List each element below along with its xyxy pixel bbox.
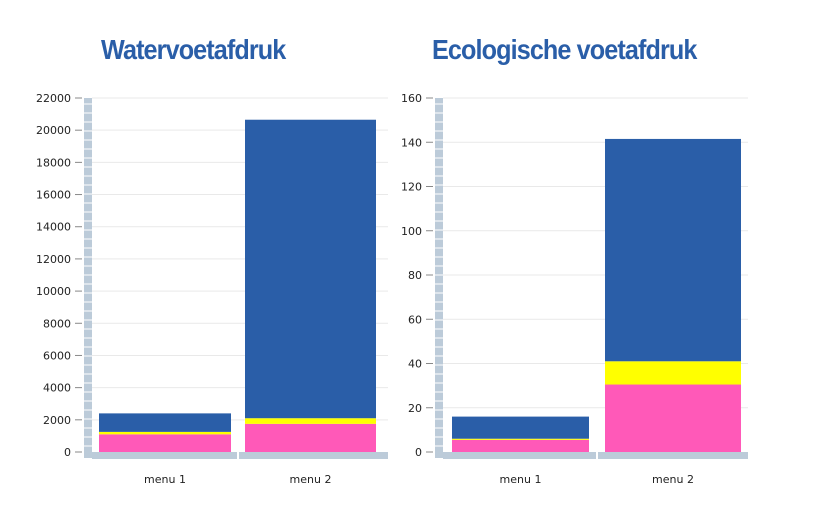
chart-water-y-tick-label: 0 <box>64 446 71 459</box>
chart-water-bar-yellow-2 <box>245 418 376 424</box>
chart-eco-y-tick-label: 60 <box>408 313 422 326</box>
chart-water-bar-blue-2 <box>245 119 376 419</box>
chart-eco-y-axis <box>435 98 443 458</box>
chart-water-bar-pink-2 <box>245 423 376 452</box>
chart-water-x-category-label: menu 1 <box>144 473 186 486</box>
chart-eco-x-category-label: menu 1 <box>500 473 542 486</box>
chart-eco-y-tick-label: 80 <box>408 269 422 282</box>
chart-eco-bar-yellow-2 <box>605 361 741 385</box>
chart-eco-bar-pink-1 <box>452 439 589 452</box>
ecological-footprint-title: Ecologische voetafdruk <box>432 34 697 65</box>
chart-eco-x-category-label: menu 2 <box>652 473 694 486</box>
chart-eco-bar-yellow-1 <box>452 438 589 440</box>
chart-water-x-category-label: menu 2 <box>290 473 332 486</box>
chart-water-y-tick-label: 18000 <box>36 156 71 169</box>
chart-water-y-tick-label: 20000 <box>36 124 71 137</box>
chart-eco-y-tick-label: 0 <box>415 446 422 459</box>
chart-eco-y-tick-label: 120 <box>401 181 422 194</box>
chart-water-bar-blue-1 <box>99 413 231 432</box>
chart-water-y-tick-label: 14000 <box>36 221 71 234</box>
chart-water-y-tick-label: 16000 <box>36 189 71 202</box>
chart-water-y-tick-label: 22000 <box>36 92 71 105</box>
chart-eco-bar-pink-2 <box>605 384 741 452</box>
water-footprint-title: Watervoetafdruk <box>101 34 286 65</box>
chart-water-y-tick-label: 10000 <box>36 285 71 298</box>
chart-water-bar-yellow-1 <box>99 431 231 435</box>
chart-water-y-tick-label: 8000 <box>43 317 71 330</box>
chart-eco-x-axis <box>443 452 748 459</box>
chart-eco-bar-blue-2 <box>605 138 741 362</box>
chart-water-y-axis <box>84 98 92 458</box>
chart-water-y-tick-label: 6000 <box>43 349 71 362</box>
chart-water-bar-pink-1 <box>99 434 231 452</box>
chart-eco-y-tick-label: 100 <box>401 225 422 238</box>
chart-eco-y-tick-label: 40 <box>408 358 422 371</box>
chart-eco-y-tick-label: 20 <box>408 402 422 415</box>
chart-eco-y-tick-label: 160 <box>401 92 422 105</box>
chart-water-x-axis <box>92 452 388 459</box>
chart-water-y-tick-label: 2000 <box>43 414 71 427</box>
chart-eco-bar-blue-1 <box>452 416 589 439</box>
chart-water-y-tick-label: 4000 <box>43 382 71 395</box>
chart-water-y-tick-label: 12000 <box>36 253 71 266</box>
chart-eco-y-tick-label: 140 <box>401 136 422 149</box>
